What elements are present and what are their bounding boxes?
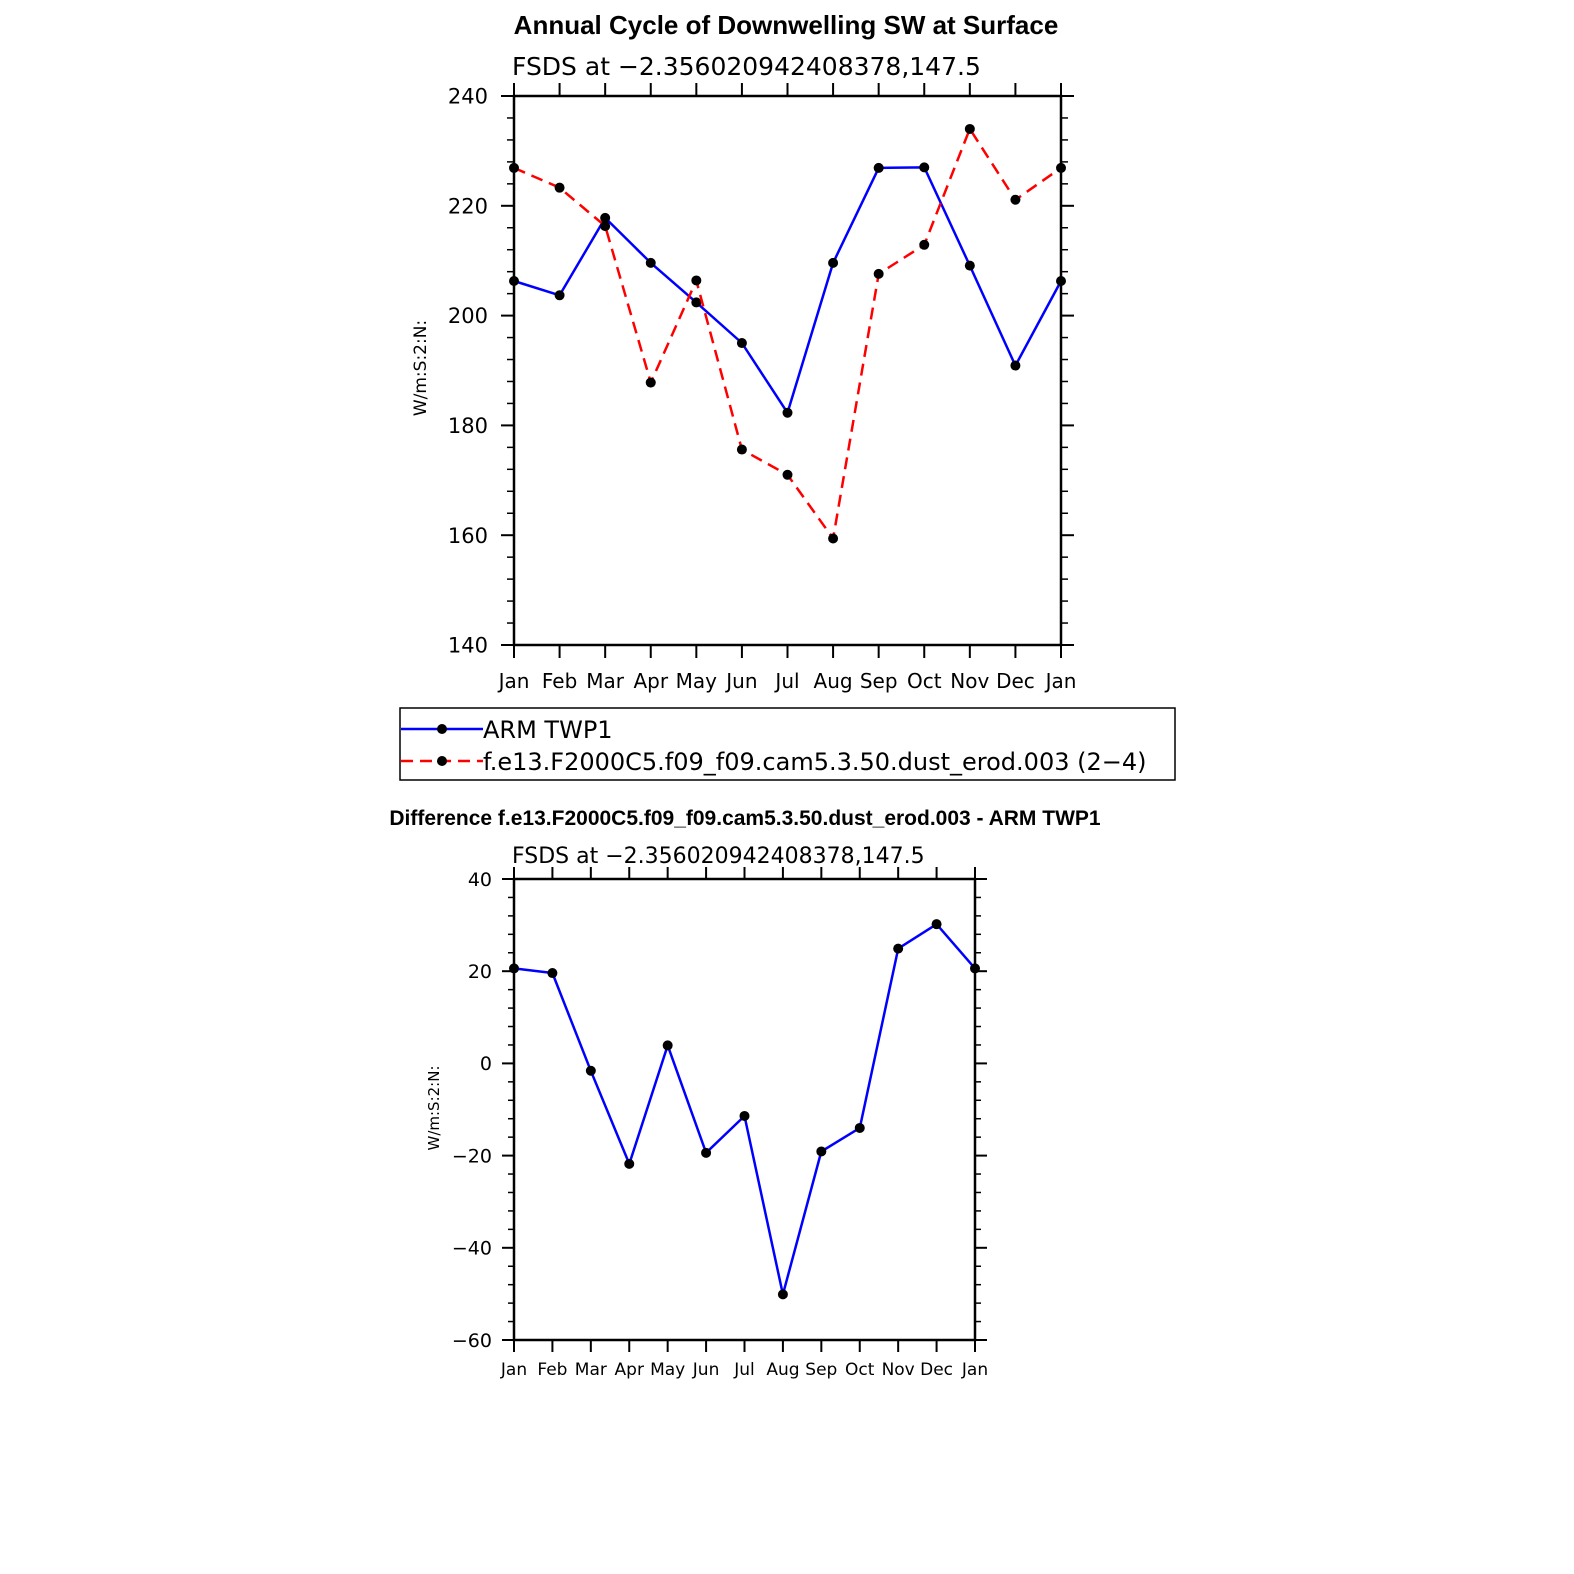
- data-point-0-11: [931, 919, 942, 930]
- chart-subtitle: FSDS at −2.356020942408378,147.5: [512, 52, 981, 81]
- data-point-1-5: [736, 444, 747, 455]
- x-tick-label: Apr: [633, 669, 668, 693]
- data-point-1-1: [554, 182, 565, 193]
- data-point-1-12: [1056, 162, 1066, 173]
- legend-label-arm-twp1: ARM TWP1: [483, 716, 613, 744]
- y-tick-label: −60: [452, 1330, 492, 1352]
- x-tick-label: Apr: [615, 1360, 644, 1380]
- plot-area: Jan Feb Mar Apr May Jun Jul Aug Sep Oct Nov Dec Jan−…: [452, 867, 988, 1380]
- annual-cycle-chart: Annual Cycle of Downwelling SW at Surfac…: [411, 10, 1076, 693]
- y-tick-label: 20: [468, 961, 492, 983]
- x-tick-label: Nov: [950, 669, 989, 693]
- x-tick-label: Sep: [860, 669, 898, 693]
- data-point-1-11: [1010, 194, 1021, 205]
- data-point-0-10: [893, 943, 904, 954]
- data-point-1-6: [782, 469, 793, 480]
- x-tick-label: Feb: [537, 1360, 567, 1380]
- data-point-0-2: [600, 212, 611, 223]
- data-point-0-7: [777, 1289, 788, 1300]
- data-point-0-1: [554, 290, 565, 301]
- data-point-0-5: [736, 338, 747, 349]
- data-point-0-6: [782, 407, 793, 418]
- legend-marker-arm-twp1: [437, 724, 447, 734]
- legend-marker-model: [437, 756, 447, 766]
- y-tick-label: 200: [448, 304, 488, 328]
- y-tick-label: −40: [452, 1238, 492, 1260]
- x-tick-label: May: [650, 1360, 685, 1380]
- y-axis-label: W/m:S:2:N:: [425, 1066, 443, 1151]
- legend-label-model: f.e13.F2000C5.f09_f09.cam5.3.50.dust_ero…: [483, 748, 1146, 776]
- x-tick-label: Dec: [920, 1360, 953, 1380]
- x-tick-label: Aug: [766, 1360, 799, 1380]
- plot-area: Jan Feb Mar Apr May Jun Jul Aug Sep Oct Nov Dec Jan 1…: [448, 83, 1077, 693]
- data-point-0-9: [854, 1122, 865, 1133]
- data-point-0-12: [970, 963, 980, 974]
- legend-entry-model: f.e13.F2000C5.f09_f09.cam5.3.50.dust_ero…: [401, 748, 1146, 776]
- legend-entry-arm-twp1: ARM TWP1: [401, 716, 613, 744]
- x-tick-label: Jan: [497, 669, 530, 693]
- data-point-1-2: [600, 221, 611, 232]
- y-tick-label: 0: [480, 1053, 492, 1075]
- data-point-1-10: [964, 123, 975, 134]
- y-tick-label: 220: [448, 194, 488, 218]
- data-point-0-1: [547, 968, 558, 979]
- x-tick-label: Aug: [814, 669, 853, 693]
- x-tick-label: Jan: [961, 1360, 988, 1380]
- x-tick-label: Sep: [805, 1360, 837, 1380]
- x-tick-label: Dec: [996, 669, 1035, 693]
- y-tick-label: −20: [452, 1145, 492, 1167]
- data-point-0-0: [509, 276, 519, 287]
- data-point-1-7: [828, 533, 839, 544]
- data-point-1-9: [919, 239, 930, 250]
- data-point-0-0: [509, 963, 519, 974]
- data-point-0-2: [585, 1065, 596, 1076]
- data-point-0-7: [828, 257, 839, 268]
- y-tick-label: 40: [468, 869, 492, 891]
- chart-title: Difference f.e13.F2000C5.f09_f09.cam5.3.…: [389, 807, 1101, 830]
- data-point-0-6: [739, 1110, 750, 1121]
- data-point-1-8: [873, 268, 884, 279]
- data-point-0-3: [645, 257, 656, 268]
- legend-box: [399, 707, 1176, 781]
- chart-subtitle: FSDS at −2.356020942408378,147.5: [512, 844, 925, 869]
- y-tick-label: 180: [448, 414, 488, 438]
- x-tick-label: Jan: [1044, 669, 1077, 693]
- x-tick-label: Oct: [845, 1360, 875, 1380]
- data-point-1-4: [691, 275, 702, 286]
- data-point-0-12: [1056, 276, 1066, 287]
- x-tick-label: Oct: [907, 669, 942, 693]
- x-tick-label: Jul: [733, 1360, 755, 1380]
- data-point-0-8: [816, 1146, 827, 1157]
- chart-title: Annual Cycle of Downwelling SW at Surfac…: [514, 10, 1059, 40]
- x-tick-label: Jun: [724, 669, 757, 693]
- data-point-0-4: [662, 1040, 673, 1051]
- x-tick-label: Jul: [773, 669, 799, 693]
- y-tick-label: 140: [448, 634, 488, 658]
- data-point-0-3: [624, 1158, 635, 1169]
- data-point-0-4: [691, 297, 702, 308]
- data-point-1-3: [645, 377, 656, 388]
- x-tick-label: Mar: [586, 669, 625, 693]
- y-tick-label: 240: [448, 85, 488, 109]
- x-tick-label: Jun: [692, 1360, 720, 1380]
- data-point-1-0: [509, 162, 519, 173]
- legend: ARM TWP1 f.e13.F2000C5.f09_f09.cam5.3.50…: [399, 707, 1176, 781]
- x-tick-label: Mar: [575, 1360, 607, 1380]
- x-tick-label: Nov: [882, 1360, 915, 1380]
- data-point-0-10: [964, 260, 975, 271]
- data-point-0-9: [919, 162, 930, 173]
- data-point-0-11: [1010, 360, 1021, 371]
- x-tick-label: Feb: [542, 669, 577, 693]
- data-point-0-5: [701, 1147, 712, 1158]
- y-axis-label: W/m:S:2:N:: [411, 320, 431, 416]
- x-tick-label: Jan: [500, 1360, 527, 1380]
- data-point-0-8: [873, 162, 884, 173]
- y-tick-label: 160: [448, 524, 488, 548]
- x-tick-label: May: [676, 669, 718, 693]
- difference-chart: Difference f.e13.F2000C5.f09_f09.cam5.3.…: [389, 807, 1101, 1380]
